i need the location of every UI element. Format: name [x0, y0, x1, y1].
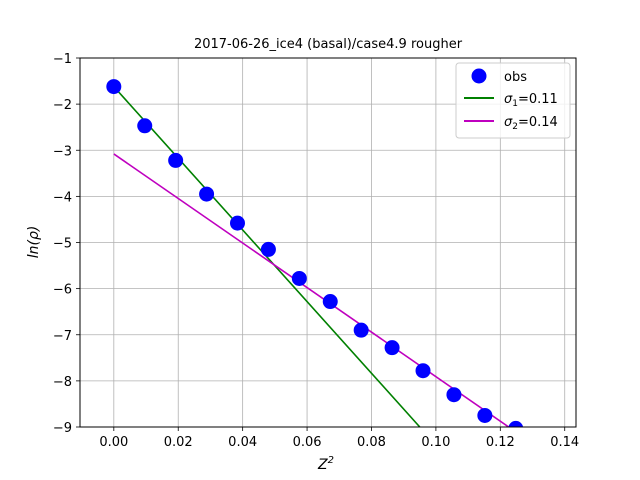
- x-axis: 0.00 0.02 0.04 0.06 0.08 0.10 0.12 0.14: [99, 427, 579, 450]
- obs-point: [322, 294, 338, 310]
- x-tick-label: 0.00: [99, 435, 128, 450]
- obs-point: [353, 322, 369, 338]
- x-tick-label: 0.04: [228, 435, 257, 450]
- legend-sigma1-value: =0.11: [518, 92, 558, 107]
- x-tick-label: 0.06: [293, 435, 322, 450]
- y-axis-label: ln(ρ): [26, 226, 42, 259]
- y-axis: −9 −8 −7 −6 −5 −4 −3 −2 −1: [53, 52, 80, 436]
- fit-line-sigma1: [113, 86, 421, 427]
- y-tick-label: −7: [53, 329, 72, 344]
- obs-point: [415, 363, 431, 379]
- legend-marker-obs: [471, 68, 487, 84]
- y-tick-label: −6: [53, 283, 72, 298]
- obs-point: [199, 186, 215, 202]
- y-tick-label: −1: [53, 52, 72, 67]
- obs-point: [106, 79, 122, 95]
- obs-point: [477, 407, 493, 423]
- obs-point: [168, 152, 184, 168]
- y-tick-label: −8: [53, 375, 72, 390]
- legend-label-obs: obs: [504, 70, 527, 85]
- legend-sigma1-symbol: σ: [504, 92, 513, 107]
- x-axis-label-superscript: 2: [328, 455, 334, 466]
- obs-point: [137, 118, 153, 134]
- legend-sigma1-subscript: 1: [512, 99, 518, 109]
- fit-line-sigma2: [113, 153, 510, 427]
- x-tick-label: 0.08: [357, 435, 386, 450]
- y-tick-label: −9: [53, 421, 72, 436]
- y-tick-label: −2: [53, 98, 72, 113]
- x-tick-label: 0.02: [164, 435, 193, 450]
- legend-label-sigma2: σ2=0.14: [504, 115, 558, 132]
- x-tick-label: 0.12: [486, 435, 515, 450]
- legend-sigma2-value: =0.14: [518, 115, 558, 130]
- obs-point: [508, 420, 524, 427]
- obs-point: [291, 270, 307, 286]
- x-tick-label: 0.10: [421, 435, 450, 450]
- legend: obs σ1=0.11 σ2=0.14: [455, 62, 571, 139]
- legend-sigma2-subscript: 2: [512, 122, 518, 132]
- chart-title: 2017-06-26_ice4 (basal)/case4.9 rougher: [194, 37, 463, 52]
- legend-box: [455, 62, 571, 139]
- y-tick-label: −3: [53, 144, 72, 159]
- obs-point: [260, 241, 276, 257]
- legend-sigma2-symbol: σ: [504, 115, 513, 130]
- x-axis-label-base: Z: [317, 457, 328, 473]
- legend-label-sigma1: σ1=0.11: [504, 92, 558, 109]
- plot-area: [106, 79, 524, 427]
- y-tick-label: −4: [53, 190, 72, 205]
- obs-point: [384, 340, 400, 356]
- obs-point: [229, 215, 245, 231]
- x-tick-label: 0.14: [550, 435, 579, 450]
- y-tick-label: −5: [53, 237, 72, 252]
- obs-point: [446, 387, 462, 403]
- x-axis-label: Z2: [317, 455, 334, 473]
